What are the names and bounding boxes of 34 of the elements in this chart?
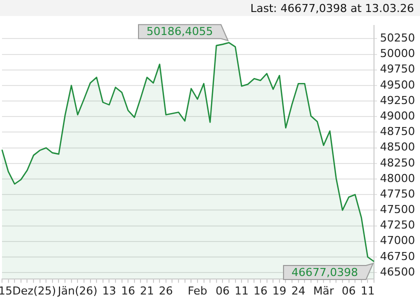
x-tick-label: Jän(26) [56,284,98,298]
y-tick-label: 47000 [380,234,416,248]
x-tick-label: 11 [360,284,375,298]
x-tick-label: 19 [272,284,286,298]
y-tick-label: 46500 [380,265,416,278]
x-tick-label: 21 [140,284,154,298]
x-tick-label: 06 [216,284,230,298]
y-tick-label: 47250 [380,218,416,232]
annotation: 50186,4055 [146,25,213,38]
x-tick-label: 06 [342,284,356,298]
y-tick-label: 49250 [380,94,416,107]
x-tick-label: 24 [291,284,306,298]
x-tick-label: 16 [121,284,136,298]
x-tick-label: 13 [102,284,116,298]
x-tick-label: Mär [313,284,334,298]
x-tick-label: 11 [234,284,249,298]
y-tick-label: 48500 [380,140,416,154]
y-tick-label: 50250 [380,32,416,45]
x-tick-label: 26 [158,284,173,298]
y-tick-label: 46750 [380,250,416,263]
y-tick-label: 49750 [380,62,416,76]
y-tick-label: 47750 [380,187,416,200]
y-tick-label: 48750 [380,125,416,138]
annotation: 46677,0398 [292,266,358,279]
y-tick-label: 50000 [380,47,416,60]
y-tick-label: 48000 [380,172,416,185]
y-tick-label: 47500 [380,203,416,216]
x-tick-label: Feb [188,284,208,298]
x-tick-label: 15Dez(25) [0,284,56,298]
y-tick-label: 48250 [380,156,416,170]
text: Last: 46677,0398 at 13.03.26 [250,2,414,14]
y-tick-label: 49000 [380,110,416,123]
y-tick-label: 49500 [380,78,416,92]
x-tick-label: 16 [254,284,268,298]
